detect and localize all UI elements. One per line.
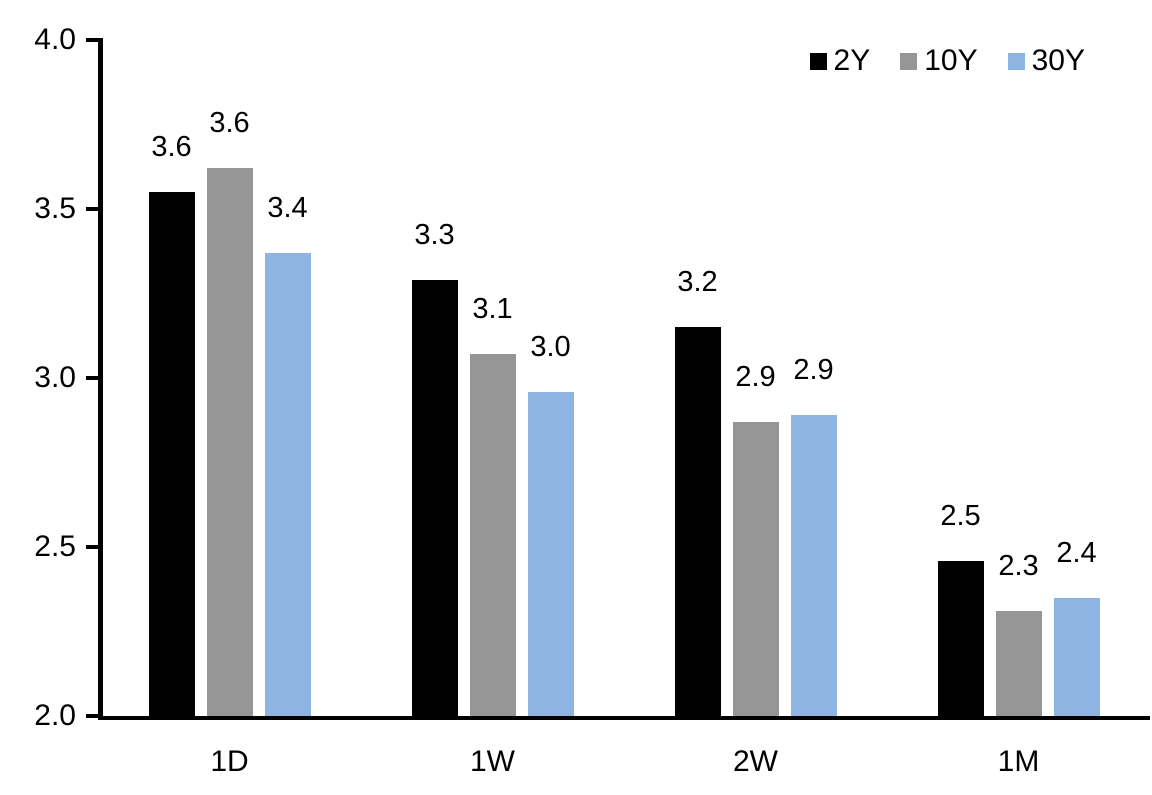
legend-item-2y: 2Y bbox=[809, 44, 871, 77]
bar-2y-1m bbox=[937, 560, 984, 716]
bar-30y-1w bbox=[527, 391, 574, 716]
y-tick-label: 2.5 bbox=[34, 530, 76, 563]
chart-legend: 2Y 10Y 30Y bbox=[809, 44, 1085, 77]
legend-label: 10Y bbox=[924, 44, 978, 77]
y-tick-label: 4.0 bbox=[34, 23, 76, 56]
y-tick-mark bbox=[86, 714, 99, 718]
y-axis-line bbox=[98, 38, 103, 720]
bar-10y-1d bbox=[206, 168, 253, 716]
bar-10y-1w bbox=[469, 354, 516, 716]
bar-2y-1w bbox=[411, 279, 458, 716]
bar-value-label: 2.5 bbox=[940, 499, 981, 532]
bar-value-label: 3.6 bbox=[151, 131, 192, 164]
bar-value-label: 2.4 bbox=[1056, 536, 1097, 569]
bar-value-label: 3.4 bbox=[267, 191, 308, 224]
x-category-label: 2W bbox=[733, 745, 778, 778]
bar-value-label: 3.1 bbox=[472, 293, 513, 326]
legend-swatch-icon bbox=[1007, 52, 1025, 70]
bar-value-label: 3.0 bbox=[530, 330, 571, 363]
legend-swatch-icon bbox=[809, 52, 827, 70]
y-tick-mark bbox=[86, 207, 99, 211]
bar-30y-1m bbox=[1053, 597, 1100, 716]
x-category-label: 1D bbox=[210, 745, 249, 778]
legend-label: 30Y bbox=[1031, 44, 1085, 77]
x-category-label: 1W bbox=[470, 745, 515, 778]
bar-value-label: 2.9 bbox=[793, 354, 834, 387]
bar-10y-2w bbox=[732, 421, 779, 716]
x-axis-line bbox=[98, 716, 1150, 720]
bar-10y-1m bbox=[995, 611, 1042, 716]
y-tick-label: 3.0 bbox=[34, 361, 76, 394]
y-tick-label: 2.0 bbox=[34, 699, 76, 732]
bar-2y-2w bbox=[674, 327, 721, 716]
bar-value-label: 2.9 bbox=[735, 360, 776, 393]
x-category-label: 1M bbox=[997, 745, 1040, 778]
y-tick-label: 3.5 bbox=[34, 192, 76, 225]
bar-value-label: 3.3 bbox=[414, 218, 455, 251]
bar-value-label: 3.6 bbox=[209, 107, 250, 140]
legend-swatch-icon bbox=[900, 52, 918, 70]
legend-label: 2Y bbox=[833, 44, 871, 77]
bar-2y-1d bbox=[148, 192, 195, 716]
legend-item-30y: 30Y bbox=[1007, 44, 1085, 77]
bar-30y-1d bbox=[264, 252, 311, 716]
bar-value-label: 2.3 bbox=[998, 550, 1039, 583]
bar-30y-2w bbox=[790, 415, 837, 716]
legend-item-10y: 10Y bbox=[900, 44, 978, 77]
y-tick-mark bbox=[86, 376, 99, 380]
y-tick-mark bbox=[86, 38, 99, 42]
y-tick-mark bbox=[86, 545, 99, 549]
bar-value-label: 3.2 bbox=[677, 266, 718, 299]
